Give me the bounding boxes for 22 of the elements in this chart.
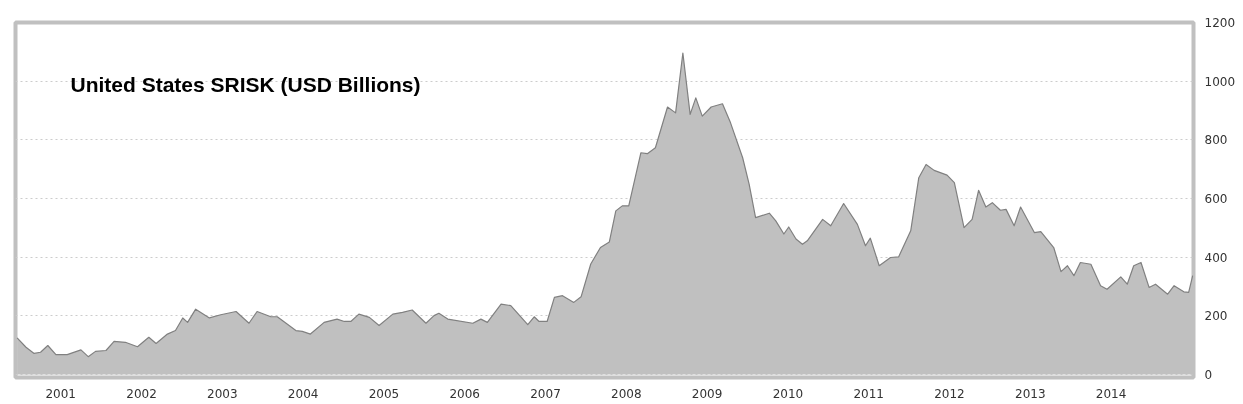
x-tick-label: 2014 xyxy=(1095,386,1127,401)
y-tick-label: 1000 xyxy=(1204,74,1236,89)
x-tick-label: 2009 xyxy=(691,386,723,401)
x-tick-label: 2006 xyxy=(449,386,480,401)
x-tick-label: 2001 xyxy=(45,386,77,401)
y-tick-label: 0 xyxy=(1204,368,1213,383)
y-tick-label: 200 xyxy=(1204,309,1228,324)
y-tick-label: 800 xyxy=(1204,133,1228,148)
x-tick-label: 2005 xyxy=(368,386,400,401)
y-tick-label: 600 xyxy=(1204,192,1228,207)
x-tick-label: 2010 xyxy=(772,386,804,401)
y-tick-label: 1200 xyxy=(1204,16,1236,30)
x-tick-label: 2013 xyxy=(1015,386,1046,401)
x-tick-label: 2008 xyxy=(611,386,642,401)
text: United States SRISK (USD Billions) xyxy=(70,72,421,96)
x-tick-label: 2012 xyxy=(934,386,965,401)
y-tick-label: 400 xyxy=(1204,250,1228,265)
x-tick-label: 2011 xyxy=(853,386,884,401)
x-tick-label: 2007 xyxy=(530,386,561,401)
x-tick-label: 2002 xyxy=(126,386,157,401)
x-tick-label: 2004 xyxy=(287,386,319,401)
x-tick-label: 2003 xyxy=(207,386,238,401)
